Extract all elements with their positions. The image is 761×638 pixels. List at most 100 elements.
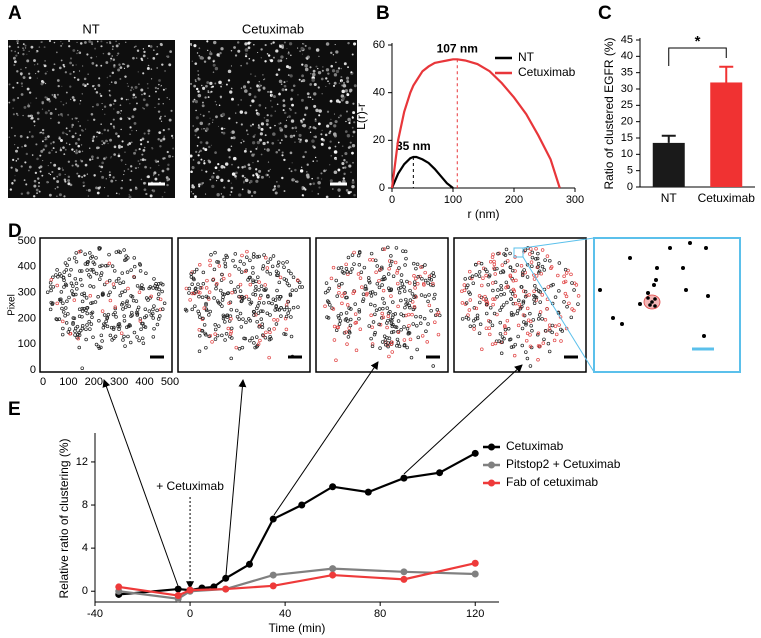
speckle [141, 153, 144, 156]
speckle [256, 140, 261, 145]
zoom-localization [646, 296, 650, 300]
speckle [14, 144, 16, 146]
localization [521, 299, 526, 304]
speckle [242, 140, 245, 143]
localization [414, 314, 418, 319]
localization [492, 311, 497, 316]
localization [467, 308, 472, 312]
localization [484, 273, 488, 278]
speckle [258, 169, 262, 173]
speckle [244, 55, 248, 58]
speckle [82, 129, 84, 132]
speckle [195, 87, 199, 91]
localization [271, 297, 276, 301]
localization [138, 269, 143, 273]
speckle [100, 123, 102, 125]
localization [219, 288, 223, 293]
speckle [9, 188, 13, 191]
speckle [345, 189, 349, 192]
speckle [320, 77, 324, 81]
speckle [102, 109, 104, 111]
localization [220, 272, 224, 277]
speckle [264, 43, 267, 47]
speckle [301, 53, 303, 55]
speckle [342, 177, 346, 180]
speckle [57, 167, 61, 171]
speckle [205, 84, 208, 88]
localization [396, 304, 400, 309]
x-tick-label: 120 [466, 608, 484, 620]
localization [525, 275, 530, 279]
localization [370, 342, 375, 346]
y-tick-label: 0 [30, 364, 36, 376]
localization [403, 249, 408, 254]
speckle [277, 59, 281, 63]
speckle [278, 92, 281, 96]
speckle [142, 48, 145, 50]
y-tick-label: 100 [18, 338, 36, 350]
speckle [33, 59, 36, 62]
point [269, 582, 277, 590]
localization [435, 308, 440, 312]
localization [344, 317, 349, 321]
speckle [197, 154, 200, 157]
localization [493, 272, 497, 276]
speckle [129, 89, 132, 92]
speckle [209, 117, 211, 119]
localization [521, 301, 526, 305]
speckle [266, 173, 269, 177]
speckle [136, 102, 138, 105]
y-tick-label: 15 [621, 132, 633, 144]
localization [237, 294, 241, 299]
localization [99, 333, 104, 338]
speckle [22, 114, 24, 117]
speckle [163, 135, 166, 138]
localization [401, 313, 406, 318]
localization [388, 317, 393, 322]
localization [556, 273, 560, 278]
localization [386, 314, 391, 319]
speckle [256, 175, 260, 179]
point [471, 559, 479, 567]
localization [385, 306, 390, 310]
localization [223, 261, 227, 266]
localization [75, 287, 79, 291]
speckle [201, 84, 203, 87]
speckle [109, 176, 111, 179]
speckle [306, 175, 310, 179]
localization [204, 286, 209, 290]
speckle [110, 156, 112, 158]
speckle [340, 67, 342, 70]
localization [138, 263, 143, 267]
localization [409, 355, 414, 360]
speckle [129, 133, 131, 135]
localization [394, 246, 399, 250]
speckle [16, 157, 20, 160]
speckle [274, 110, 276, 112]
y-tick-label: 40 [373, 87, 385, 99]
localization [576, 294, 581, 298]
localization [286, 311, 290, 315]
speckle [253, 95, 257, 99]
speckle [294, 126, 298, 130]
bar [652, 142, 685, 187]
speckle [260, 127, 264, 131]
localization [162, 301, 167, 306]
localization [356, 272, 361, 276]
speckle [81, 150, 84, 153]
speckle [219, 51, 222, 55]
legend-label: Pitstop2 + Cetuximab [506, 457, 621, 471]
localization [276, 260, 281, 265]
speckle [69, 72, 72, 76]
speckle [30, 102, 32, 104]
speckle [35, 97, 38, 100]
localization [504, 280, 509, 285]
localization [513, 342, 517, 347]
localization [426, 281, 430, 285]
localization [233, 264, 237, 269]
speckle [204, 148, 208, 152]
localization [96, 295, 100, 299]
localization [130, 313, 134, 317]
speckle [255, 179, 259, 183]
speckle [113, 108, 115, 110]
